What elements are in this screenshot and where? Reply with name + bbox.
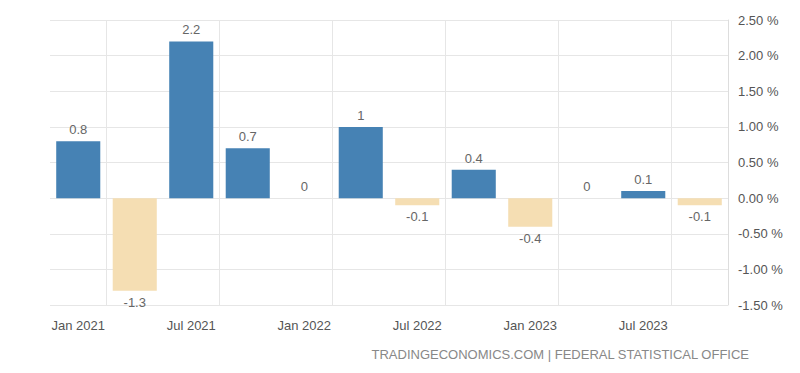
svg-text:1.50 %: 1.50 % [738, 84, 779, 99]
svg-text:0: 0 [583, 179, 590, 194]
svg-text:Jul 2023: Jul 2023 [619, 318, 668, 333]
svg-text:0.4: 0.4 [465, 151, 483, 166]
svg-text:-0.50 %: -0.50 % [738, 226, 783, 241]
svg-text:TRADINGECONOMICS.COM | FEDERAL: TRADINGECONOMICS.COM | FEDERAL STATISTIC… [372, 347, 750, 362]
svg-text:Jan 2023: Jan 2023 [504, 318, 558, 333]
svg-text:2.50 %: 2.50 % [738, 13, 779, 28]
svg-text:2.2: 2.2 [182, 22, 200, 37]
svg-text:0.8: 0.8 [69, 122, 87, 137]
svg-text:Jan 2022: Jan 2022 [278, 318, 332, 333]
svg-text:2.00 %: 2.00 % [738, 48, 779, 63]
svg-text:0: 0 [301, 179, 308, 194]
svg-text:0.1: 0.1 [634, 172, 652, 187]
svg-text:0.00 %: 0.00 % [738, 191, 779, 206]
svg-text:1.00 %: 1.00 % [738, 119, 779, 134]
svg-text:-0.4: -0.4 [519, 231, 541, 246]
svg-text:-1.3: -1.3 [124, 295, 146, 310]
svg-text:Jan 2021: Jan 2021 [52, 318, 106, 333]
svg-text:Jul 2022: Jul 2022 [393, 318, 442, 333]
svg-text:-0.1: -0.1 [406, 209, 428, 224]
svg-text:-1.00 %: -1.00 % [738, 262, 783, 277]
svg-text:Jul 2021: Jul 2021 [167, 318, 216, 333]
svg-text:1: 1 [357, 108, 364, 123]
svg-text:-0.1: -0.1 [689, 209, 711, 224]
svg-text:0.50 %: 0.50 % [738, 155, 779, 170]
svg-text:0.7: 0.7 [239, 129, 257, 144]
svg-text:-1.50 %: -1.50 % [738, 298, 783, 313]
